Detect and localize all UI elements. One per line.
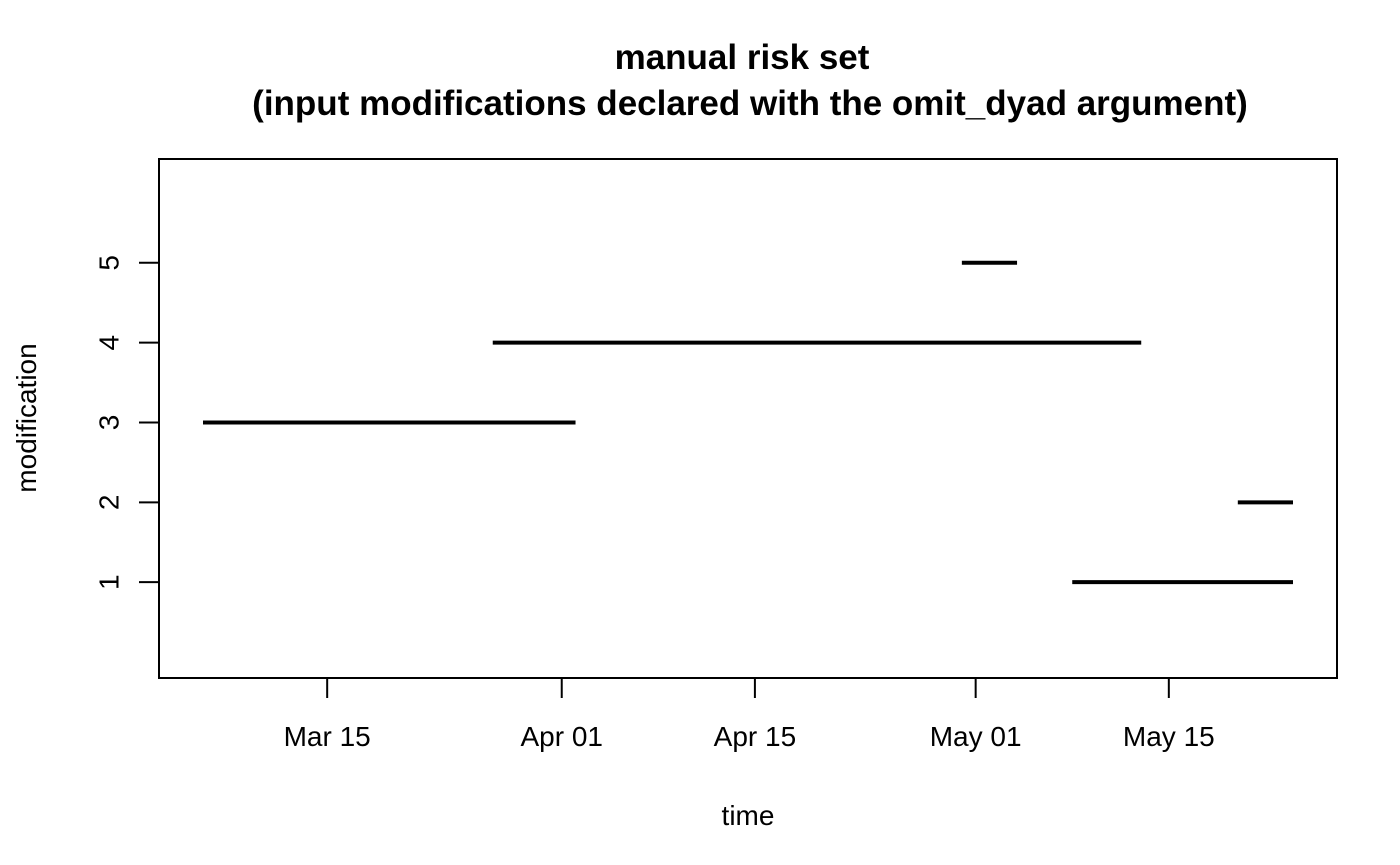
y-tick-label: 5 (94, 255, 125, 271)
data-segments (203, 260, 1293, 585)
y-tick-label: 1 (94, 574, 125, 590)
x-tick-label: Mar 15 (284, 721, 371, 752)
x-tick-label: May 15 (1123, 721, 1215, 752)
x-tick-label: May 01 (930, 721, 1022, 752)
x-tick-label: Apr 01 (520, 721, 603, 752)
y-tick-label: 3 (94, 415, 125, 431)
y-axis: 1 2 3 4 5 (94, 255, 159, 590)
x-axis: Mar 15 Apr 01 Apr 15 May 01 May 15 (284, 678, 1215, 752)
chart-subtitle: (input modifications declared with the o… (252, 84, 1248, 123)
y-axis-label: modification (11, 343, 42, 492)
plot-frame (158, 158, 1338, 679)
y-tick-label: 4 (94, 335, 125, 351)
x-tick-label: Apr 15 (714, 721, 797, 752)
x-axis-label: time (722, 800, 775, 831)
chart-title: manual risk set (615, 38, 870, 77)
y-tick-label: 2 (94, 495, 125, 511)
